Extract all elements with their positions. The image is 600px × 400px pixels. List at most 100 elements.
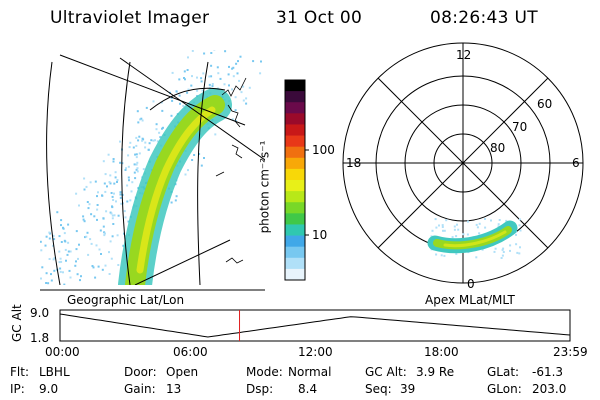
speckle-dot bbox=[202, 72, 204, 74]
colorbar bbox=[285, 80, 309, 281]
speckle-dot bbox=[137, 170, 139, 172]
speckle-dot bbox=[110, 240, 112, 242]
mlat-label-70: 70 bbox=[512, 120, 527, 134]
speckle-dot bbox=[214, 133, 216, 135]
speckle-dot bbox=[112, 217, 114, 219]
speckle-dot bbox=[479, 223, 481, 225]
speckle-dot bbox=[100, 253, 102, 255]
colorbar-segment bbox=[285, 202, 305, 214]
speckle-dot bbox=[509, 250, 511, 252]
speckle-dot bbox=[519, 218, 521, 220]
speckle-dot bbox=[183, 77, 185, 79]
speckle-dot bbox=[75, 260, 77, 262]
speckle-dot bbox=[235, 109, 237, 111]
speckle-dot bbox=[59, 268, 61, 270]
speckle-dot bbox=[462, 233, 464, 235]
colorbar-segment bbox=[285, 169, 305, 181]
speckle-dot bbox=[153, 100, 155, 102]
speckle-dot bbox=[135, 137, 137, 139]
speckle-dot bbox=[117, 264, 119, 266]
speckle-dot bbox=[454, 226, 456, 228]
speckle-dot bbox=[245, 97, 247, 99]
speckle-dot bbox=[30, 263, 32, 265]
filter-label: Flt: bbox=[10, 365, 29, 379]
speckle-dot bbox=[456, 224, 458, 226]
speckle-dot bbox=[191, 75, 193, 77]
ip-label: IP: bbox=[10, 382, 25, 396]
speckle-dot bbox=[102, 269, 104, 271]
speckle-dot bbox=[235, 96, 237, 98]
speckle-dot bbox=[176, 195, 178, 197]
speckle-dot bbox=[172, 72, 174, 74]
speckle-dot bbox=[78, 244, 80, 246]
speckle-dot bbox=[106, 185, 108, 187]
speckle-dot bbox=[137, 110, 139, 112]
speckle-dot bbox=[125, 167, 127, 169]
speckle-dot bbox=[83, 178, 85, 180]
speckle-dot bbox=[128, 166, 130, 168]
altitude-y-high: 9.0 bbox=[30, 306, 49, 320]
speckle-dot bbox=[131, 181, 133, 183]
speckle-dot bbox=[53, 270, 55, 272]
speckle-dot bbox=[60, 224, 62, 226]
speckle-dot bbox=[70, 277, 72, 279]
speckle-dot bbox=[444, 230, 446, 232]
speckle-dot bbox=[241, 91, 243, 93]
speckle-dot bbox=[171, 100, 173, 102]
speckle-dot bbox=[65, 249, 67, 251]
speckle-dot bbox=[118, 215, 120, 217]
speckle-dot bbox=[70, 251, 72, 253]
speckle-dot bbox=[136, 162, 138, 164]
speckle-dot bbox=[212, 85, 214, 87]
speckle-dot bbox=[201, 80, 203, 82]
x-tick-3: 18:00 bbox=[424, 345, 459, 359]
speckle-dot bbox=[516, 252, 518, 254]
speckle-dot bbox=[109, 174, 111, 176]
speckle-dot bbox=[148, 149, 150, 151]
speckle-dot bbox=[217, 66, 219, 68]
speckle-dot bbox=[179, 95, 181, 97]
speckle-dot bbox=[442, 226, 444, 228]
speckle-dot bbox=[208, 76, 210, 78]
speckle-dot bbox=[146, 107, 148, 109]
speckle-dot bbox=[210, 75, 212, 77]
speckle-dot bbox=[86, 186, 88, 188]
speckle-dot bbox=[192, 50, 194, 52]
speckle-dot bbox=[45, 282, 47, 284]
speckle-dot bbox=[501, 257, 503, 259]
mlt-label-0: 0 bbox=[467, 277, 475, 291]
speckle-dot bbox=[210, 52, 212, 54]
speckle-dot bbox=[69, 270, 71, 272]
speckle-dot bbox=[435, 254, 437, 256]
speckle-dot bbox=[83, 219, 85, 221]
speckle-dot bbox=[90, 213, 92, 215]
speckle-dot bbox=[114, 214, 116, 216]
speckle-dot bbox=[232, 67, 234, 69]
speckle-dot bbox=[212, 83, 214, 85]
speckle-dot bbox=[111, 192, 113, 194]
speckle-dot bbox=[59, 235, 61, 237]
speckle-dot bbox=[144, 146, 146, 148]
colorbar-segment bbox=[285, 213, 305, 225]
glat-label: GLat: bbox=[487, 365, 519, 379]
speckle-dot bbox=[171, 115, 173, 117]
speckle-dot bbox=[509, 244, 511, 246]
speckle-dot bbox=[120, 191, 122, 193]
speckle-dot bbox=[104, 191, 106, 193]
colorbar-segment bbox=[285, 224, 305, 236]
speckle-dot bbox=[235, 63, 237, 65]
speckle-dot bbox=[78, 205, 80, 207]
speckle-dot bbox=[455, 235, 457, 237]
speckle-dot bbox=[94, 277, 96, 279]
speckle-dot bbox=[445, 219, 447, 221]
geo-panel-title: Geographic Lat/Lon bbox=[67, 293, 184, 307]
colorbar-segment bbox=[285, 247, 305, 259]
colorbar-tick-10: 10 bbox=[312, 228, 327, 242]
speckle-dot bbox=[105, 210, 107, 212]
speckle-dot bbox=[46, 272, 48, 274]
speckle-dot bbox=[233, 75, 235, 77]
altitude-y-low: 1.8 bbox=[30, 331, 49, 345]
speckle-dot bbox=[252, 60, 254, 62]
speckle-dot bbox=[112, 223, 114, 225]
